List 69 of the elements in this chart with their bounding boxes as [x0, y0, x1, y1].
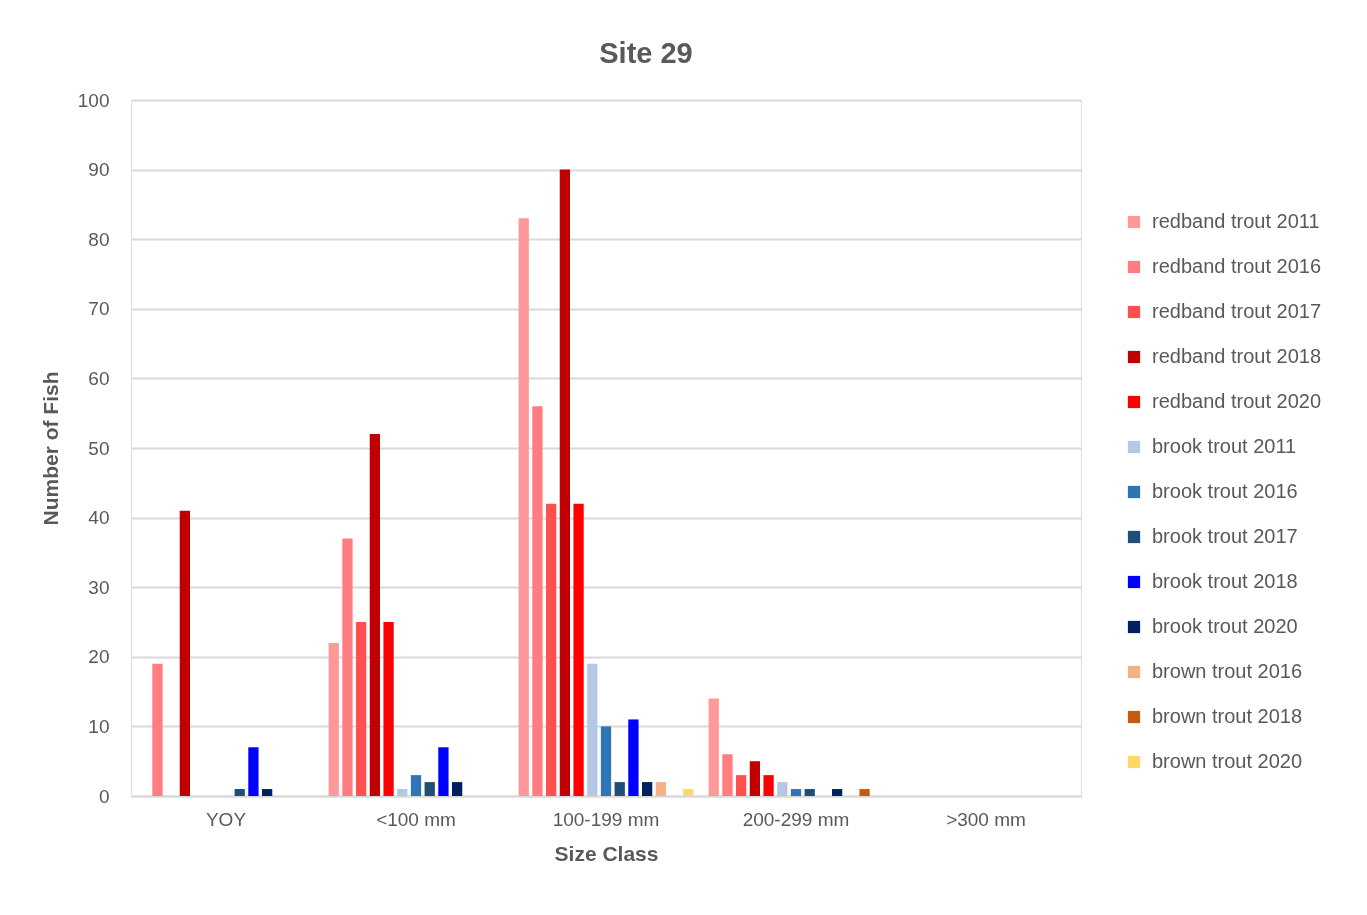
legend-label: redband trout 2016 [1152, 255, 1322, 277]
bar [559, 169, 571, 796]
bar [261, 789, 273, 796]
bar [587, 663, 598, 796]
legend-label: brook trout 2011 [1152, 435, 1297, 457]
bar [438, 747, 449, 796]
x-tick-label: YOY [205, 808, 247, 830]
bar [179, 510, 191, 796]
legend-label: brown trout 2016 [1152, 660, 1303, 682]
legend-label: brook trout 2017 [1152, 525, 1298, 547]
y-tick-label: 80 [88, 228, 110, 250]
legend-label: brook trout 2018 [1152, 570, 1298, 592]
y-tick-label: 0 [98, 785, 110, 807]
bar [859, 789, 870, 796]
x-tick-label: 100-199 mm [552, 808, 660, 830]
bar [546, 503, 557, 796]
bar [708, 698, 719, 796]
y-tick-label: 30 [88, 576, 110, 598]
x-tick-label: <100 mm [376, 808, 456, 830]
bar [234, 789, 245, 796]
legend-label: brook trout 2020 [1152, 615, 1298, 637]
bar [641, 782, 653, 796]
bar [749, 761, 761, 796]
y-tick-label: 60 [88, 367, 110, 389]
bar [152, 663, 163, 796]
bar [532, 406, 543, 796]
bar [410, 775, 422, 796]
bar [790, 789, 802, 796]
bar [369, 434, 381, 796]
bar [356, 622, 367, 796]
y-tick-label: 70 [88, 298, 110, 320]
bar [831, 789, 843, 796]
bar [573, 503, 584, 796]
legend-label: redband trout 2020 [1152, 390, 1322, 412]
y-axis-title: Number of Fish [38, 371, 62, 526]
legend-label: brown trout 2018 [1152, 705, 1303, 727]
bar [628, 719, 639, 796]
bar [424, 782, 435, 796]
legend-label: brook trout 2016 [1152, 480, 1298, 502]
chart-title: Site 29 [599, 37, 693, 69]
y-tick-label: 20 [88, 646, 110, 668]
bar [777, 782, 788, 796]
bar [518, 218, 529, 796]
bar [736, 775, 747, 796]
bar [383, 622, 394, 796]
x-tick-label: 200-299 mm [742, 808, 850, 830]
y-tick-label: 40 [88, 507, 110, 529]
y-tick-label: 100 [77, 89, 110, 111]
legend-label: redband trout 2011 [1152, 210, 1320, 232]
bar [342, 538, 353, 796]
y-tick-label: 90 [88, 159, 110, 181]
bar [655, 782, 666, 796]
bar [804, 789, 815, 796]
bar [600, 726, 612, 796]
bar [397, 789, 408, 796]
legend-label: redband trout 2018 [1152, 345, 1322, 367]
y-tick-label: 10 [88, 715, 110, 737]
bar [248, 747, 259, 796]
bar [614, 782, 625, 796]
bar [451, 782, 463, 796]
legend-label: redband trout 2017 [1152, 300, 1322, 322]
x-axis-title: Size Class [554, 841, 659, 865]
x-tick-label: >300 mm [946, 808, 1026, 830]
bar [722, 754, 733, 796]
bar [763, 775, 774, 796]
y-tick-label: 50 [88, 437, 110, 459]
bar [328, 642, 339, 796]
legend-label: brown trout 2020 [1152, 750, 1303, 772]
bar [683, 789, 694, 796]
